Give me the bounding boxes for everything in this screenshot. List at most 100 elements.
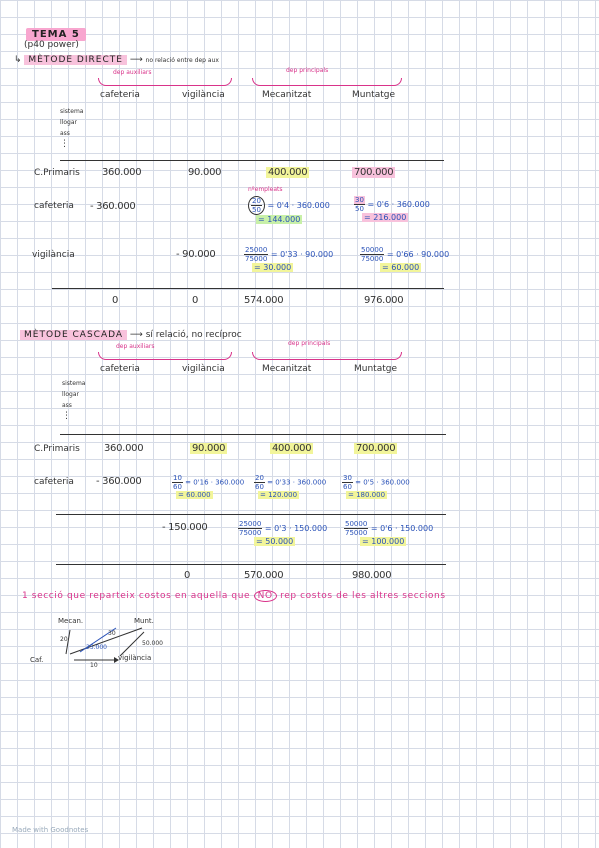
cascade-total-vig: 0 xyxy=(184,570,191,581)
direct-total-caf: 0 xyxy=(112,295,119,306)
direct-method-tag: MÈTODE DIRECTE xyxy=(24,55,127,65)
frac-num: 50000 xyxy=(344,520,369,529)
cascade-col-vigilancia: vigilància xyxy=(182,364,225,374)
direct-main-brace xyxy=(252,78,402,86)
frac-num: 50000 xyxy=(360,246,385,255)
frac-den: 75000 xyxy=(239,529,262,537)
arrow-icon: ⟶ xyxy=(129,55,146,65)
cascade-primaris-vig: 90.000 xyxy=(190,443,228,454)
frac-num: 10 xyxy=(172,474,183,483)
frac-num: 25000 xyxy=(238,520,263,529)
criteria-item: sistema xyxy=(62,380,86,387)
direct-row-cafeteria-label: cafeteria xyxy=(34,201,74,211)
cascade-primaris-caf: 360.000 xyxy=(104,443,144,454)
direct-col-cafeteria: cafeteria xyxy=(100,90,140,100)
direct-cafeteria-mun: 30 50 = 0'6 · 360.000 = 216.000 xyxy=(354,196,430,222)
calc-text: = 0'33 · 90.000 xyxy=(270,250,334,259)
direct-aux-label: dep auxiliars xyxy=(113,69,152,76)
cascade-vigilancia-mec: 25000 75000 = 0'3 · 150.000 = 50.000 xyxy=(238,520,327,546)
rule-note-circled: NO xyxy=(253,590,277,602)
direct-row-vigilancia-label: vigilància xyxy=(32,250,75,260)
allocation-diagram: Mecan. Munt. Caf. vigilància 20 30 25.00… xyxy=(30,614,190,674)
page-note: (p40 power) xyxy=(24,40,79,50)
frac-den: 75000 xyxy=(245,255,268,263)
direct-vigilancia-value: - 90.000 xyxy=(176,249,216,260)
calc-result: = 30.000 xyxy=(252,263,294,272)
cascade-cafeteria-vig: 10 60 = 0'16 · 360.000 = 60.000 xyxy=(172,474,244,499)
calc-result: = 60.000 xyxy=(380,263,422,272)
title-tag: TEMA 5 xyxy=(26,28,86,41)
cascade-cafeteria-mec: 20 60 = 0'33 · 360.000 = 120.000 xyxy=(254,474,326,499)
calc-text: = 0'66 · 90.000 xyxy=(386,250,450,259)
calc-text: = 0'33 · 360.000 xyxy=(267,478,327,487)
calc-result: = 120.000 xyxy=(258,491,300,499)
direct-primaris-mun: 700.000 xyxy=(352,167,396,178)
cascade-total-mun: 980.000 xyxy=(352,570,392,581)
cascade-aux-brace xyxy=(98,352,232,360)
frac-den: 50 xyxy=(252,206,261,214)
direct-total-mec: 574.000 xyxy=(244,295,284,306)
calc-result: = 60.000 xyxy=(176,491,213,499)
direct-primaris-mec: 400.000 xyxy=(266,167,310,178)
cascade-method-tag: MÈTODE CASCADA xyxy=(20,330,128,340)
direct-cafeteria-mec: 20 50 = 0'4 · 360.000 = 144.000 xyxy=(248,196,330,224)
watermark: Made with Goodnotes xyxy=(12,826,89,834)
allocation-diagram-svg xyxy=(65,627,145,663)
calc-result: = 216.000 xyxy=(362,213,409,222)
cascade-vigilancia-mun: 50000 75000 = 0'6 · 150.000 = 100.000 xyxy=(344,520,433,546)
frac-den: 60 xyxy=(255,483,264,491)
rule-note: 1 secció que reparteix costos en aquella… xyxy=(22,590,446,602)
diagram-label-50000: 50.000 xyxy=(142,640,163,647)
frac-den: 50 xyxy=(355,205,364,213)
frac-den: 60 xyxy=(343,483,352,491)
calc-text: = 0'3 · 150.000 xyxy=(264,524,328,533)
cascade-totals-rule xyxy=(56,564,446,565)
calc-result: = 144.000 xyxy=(256,215,303,224)
diagram-label-30: 30 xyxy=(108,630,116,637)
calc-text: = 0'6 · 150.000 xyxy=(370,524,434,533)
diagram-label-10: 10 xyxy=(90,662,98,669)
arrow-vig-mec xyxy=(79,627,117,653)
cascade-mid-rule xyxy=(56,514,446,515)
rule-note-text: 1 secció que reparteix costos en aquella… xyxy=(22,591,251,601)
direct-totals-rule xyxy=(52,288,444,289)
direct-vigilancia-mec: 25000 75000 = 0'33 · 90.000 = 30.000 xyxy=(244,246,333,272)
diagram-node-vig: vigilància xyxy=(118,654,152,662)
calc-result: = 100.000 xyxy=(360,537,407,546)
cascade-row-primaris-label: C.Primaris xyxy=(34,444,80,454)
cascade-col-muntatge: Muntatge xyxy=(354,364,397,374)
rule-note-text: rep costos de les altres seccions xyxy=(280,591,446,601)
criteria-item: sistema xyxy=(60,108,84,115)
arrow-icon: ⟶ xyxy=(129,330,146,340)
frac-den: 75000 xyxy=(361,255,384,263)
direct-col-muntatge: Muntatge xyxy=(352,90,395,100)
criteria-item: ⋮ xyxy=(62,411,71,421)
cascade-primaris-mun: 700.000 xyxy=(354,443,398,454)
direct-main-label: dep principals xyxy=(286,67,329,74)
frac-num: 25000 xyxy=(244,246,269,255)
cascade-method-heading: MÈTODE CASCADA ⟶ sí relació, no recíproc xyxy=(20,330,242,340)
cascade-criteria-list: sistema llogar ass ⋮ xyxy=(62,378,85,422)
arrow-caf-mec xyxy=(65,629,71,655)
frac-num: 20 xyxy=(251,197,262,206)
cascade-primaris-mec: 400.000 xyxy=(270,443,314,454)
cascade-main-label: dep principals xyxy=(288,340,331,347)
direct-col-vigilancia: vigilància xyxy=(182,90,225,100)
frac-num: 30 xyxy=(354,196,365,205)
diagram-node-munt: Munt. xyxy=(134,617,154,625)
direct-header-rule xyxy=(60,160,444,161)
cascade-method-note: sí relació, no recíproc xyxy=(145,330,242,340)
calc-text: = 0'5 · 360.000 xyxy=(355,478,410,487)
page-title: TEMA 5 xyxy=(26,22,86,41)
frac-den: 75000 xyxy=(345,529,368,537)
criteria-item: ⋮ xyxy=(60,139,69,149)
calc-text: = 0'6 · 360.000 xyxy=(367,200,430,209)
cascade-header-rule xyxy=(60,434,446,435)
direct-total-vig: 0 xyxy=(192,295,199,306)
arrowhead-icon xyxy=(114,657,119,663)
direct-col-mecanitzat: Mecanitzat xyxy=(262,90,312,100)
diagram-node-mecan: Mecan. xyxy=(58,617,84,625)
direct-aux-brace xyxy=(98,78,232,86)
criteria-item: ass xyxy=(60,130,70,137)
calc-result: = 180.000 xyxy=(346,491,388,499)
